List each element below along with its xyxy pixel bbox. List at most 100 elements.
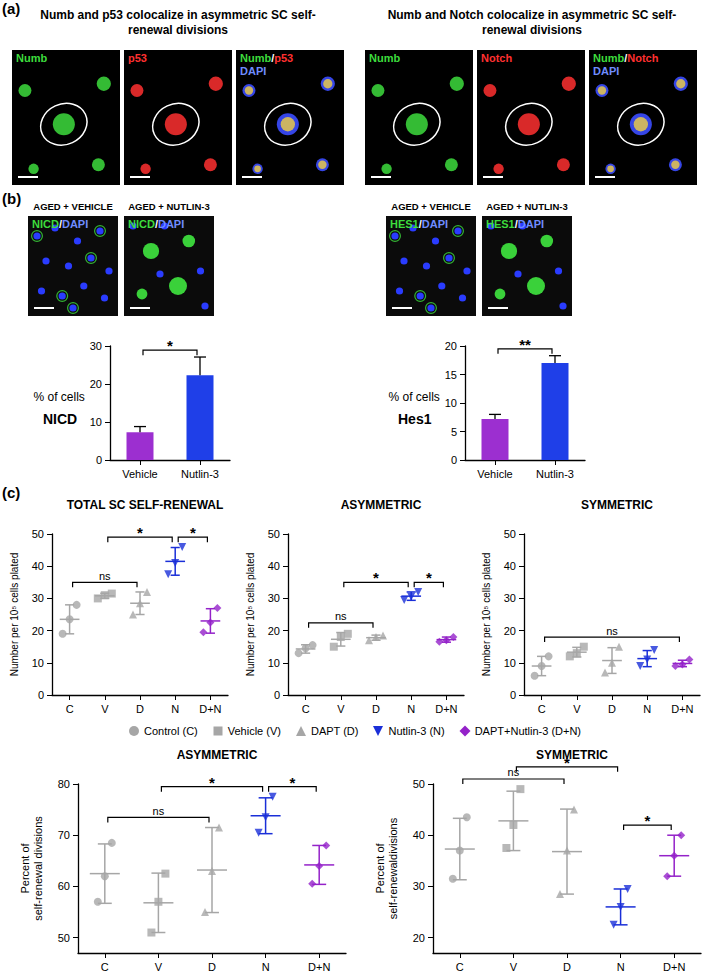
svg-text:10: 10 [90, 416, 102, 428]
svg-text:10: 10 [268, 657, 280, 669]
svg-text:Number per 10⁵ cells plated: Number per 10⁵ cells plated [245, 553, 256, 677]
svg-text:*: * [373, 569, 379, 586]
svg-text:self-renewaldivisions: self-renewaldivisions [387, 817, 399, 919]
svg-text:*: * [209, 774, 215, 791]
svg-text:Vehicle: Vehicle [477, 468, 512, 480]
svg-text:self-renewal divisions: self-renewal divisions [32, 816, 44, 921]
svg-text:D: D [372, 703, 380, 715]
svg-text:*: * [564, 754, 570, 771]
svg-text:% of cells: % of cells [34, 390, 85, 404]
svg-text:50: 50 [32, 528, 44, 540]
svg-text:*: * [137, 524, 143, 541]
svg-text:0: 0 [510, 689, 516, 701]
svg-text:N: N [617, 961, 625, 973]
svg-text:0: 0 [274, 689, 280, 701]
svg-text:ASYMMETRIC: ASYMMETRIC [177, 748, 258, 762]
svg-text:% of cells: % of cells [389, 390, 440, 404]
svg-text:SYMMETRIC: SYMMETRIC [536, 748, 608, 762]
svg-text:V: V [337, 703, 345, 715]
svg-text:D+N: D+N [199, 703, 221, 715]
svg-text:*: * [289, 774, 295, 791]
svg-text:D+N: D+N [308, 961, 330, 973]
svg-text:N: N [171, 703, 179, 715]
svg-text:20: 20 [445, 340, 457, 352]
svg-text:Number per 10⁵ cells plated: Number per 10⁵ cells plated [481, 553, 492, 677]
svg-text:TOTAL SC SELF-RENEWAL: TOTAL SC SELF-RENEWAL [67, 498, 224, 512]
svg-text:10: 10 [32, 657, 44, 669]
svg-text:C: C [302, 703, 310, 715]
svg-text:V: V [101, 703, 109, 715]
svg-text:*: * [167, 337, 173, 354]
svg-text:D+N: D+N [435, 703, 457, 715]
svg-text:N: N [407, 703, 415, 715]
svg-text:ASYMMETRIC: ASYMMETRIC [341, 498, 422, 512]
svg-text:C: C [456, 961, 464, 973]
svg-text:*: * [426, 569, 432, 586]
svg-text:30: 30 [32, 592, 44, 604]
svg-text:ns: ns [508, 766, 520, 778]
svg-text:30: 30 [504, 592, 516, 604]
svg-text:70: 70 [58, 829, 70, 841]
svg-text:Percent of: Percent of [19, 842, 31, 893]
svg-text:40: 40 [413, 829, 425, 841]
svg-text:SYMMETRIC: SYMMETRIC [581, 498, 653, 512]
svg-text:V: V [510, 961, 518, 973]
svg-text:V: V [155, 961, 163, 973]
svg-text:D: D [136, 703, 144, 715]
svg-text:D: D [208, 961, 216, 973]
svg-text:20: 20 [90, 378, 102, 390]
svg-text:0: 0 [96, 454, 102, 466]
svg-text:D+N: D+N [671, 703, 693, 715]
svg-text:D: D [563, 961, 571, 973]
html-text:(c): (c) [2, 484, 21, 501]
svg-text:50: 50 [268, 528, 280, 540]
svg-text:Hes1: Hes1 [398, 411, 432, 427]
svg-text:N: N [262, 961, 270, 973]
svg-text:40: 40 [268, 560, 280, 572]
svg-text:Vehicle: Vehicle [122, 468, 157, 480]
svg-text:Number per 10⁵ cells plated: Number per 10⁵ cells plated [9, 553, 20, 677]
svg-text:10: 10 [504, 657, 516, 669]
svg-text:15: 15 [445, 369, 457, 381]
svg-text:D+N: D+N [663, 961, 685, 973]
svg-text:0: 0 [38, 689, 44, 701]
html-text:Numb and p53 colocalize in asy: Numb and p53 colocalize in asymmetric SC… [40, 8, 316, 37]
svg-text:V: V [573, 703, 581, 715]
svg-text:ns: ns [153, 805, 165, 817]
svg-text:C: C [538, 703, 546, 715]
svg-text:N: N [643, 703, 651, 715]
svg-text:5: 5 [451, 426, 457, 438]
svg-text:30: 30 [413, 880, 425, 892]
svg-text:80: 80 [58, 778, 70, 790]
svg-text:40: 40 [32, 560, 44, 572]
svg-text:10: 10 [445, 397, 457, 409]
html-text:(a): (a) [2, 0, 21, 17]
svg-text:30: 30 [90, 340, 102, 352]
svg-text:Nutlin-3: Nutlin-3 [536, 468, 574, 480]
html-text:(b): (b) [2, 190, 22, 207]
svg-text:ns: ns [99, 570, 111, 582]
svg-text:ns: ns [335, 610, 347, 622]
html-text:Numb and Notch colocalize in a: Numb and Notch colocalize in asymmetric … [387, 8, 677, 37]
svg-text:20: 20 [413, 932, 425, 944]
svg-text:D: D [608, 703, 616, 715]
svg-text:30: 30 [268, 592, 280, 604]
svg-text:20: 20 [268, 625, 280, 637]
svg-text:60: 60 [58, 880, 70, 892]
svg-text:ns: ns [606, 625, 618, 637]
svg-text:NICD: NICD [43, 411, 77, 427]
svg-text:*: * [190, 524, 196, 541]
svg-text:**: ** [519, 336, 531, 353]
svg-text:Percent of: Percent of [374, 842, 386, 893]
svg-text:50: 50 [504, 528, 516, 540]
svg-text:40: 40 [504, 560, 516, 572]
svg-text:Nutlin-3: Nutlin-3 [181, 468, 219, 480]
svg-text:20: 20 [504, 625, 516, 637]
svg-text:0: 0 [451, 454, 457, 466]
svg-text:C: C [66, 703, 74, 715]
svg-text:*: * [644, 812, 650, 829]
svg-text:C: C [101, 961, 109, 973]
svg-text:50: 50 [413, 778, 425, 790]
svg-text:20: 20 [32, 625, 44, 637]
svg-text:50: 50 [58, 932, 70, 944]
